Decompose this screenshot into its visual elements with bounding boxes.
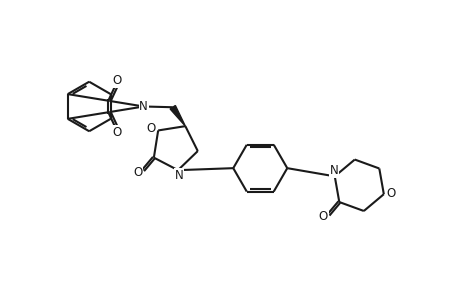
Text: O: O (146, 122, 155, 135)
Text: O: O (113, 126, 122, 139)
Text: O: O (386, 187, 396, 200)
Polygon shape (170, 106, 186, 126)
Text: O: O (113, 74, 122, 87)
Text: N: N (175, 169, 183, 182)
Text: O: O (318, 210, 328, 223)
Text: N: N (330, 164, 339, 178)
Text: O: O (133, 166, 142, 179)
Text: N: N (139, 100, 148, 113)
